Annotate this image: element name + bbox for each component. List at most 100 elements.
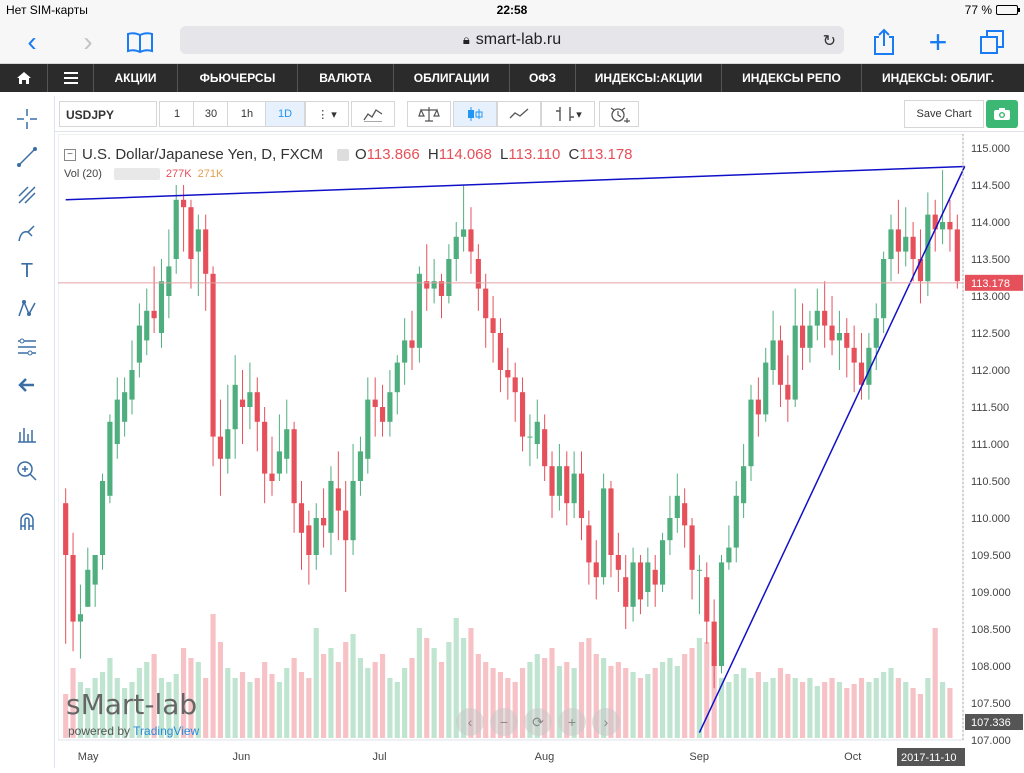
new-tab-icon[interactable]: + [928,23,948,60]
fib-tool-icon[interactable] [12,332,42,362]
address-bar[interactable]: 🔒︎ smart-lab.ru ↻ [180,26,844,54]
collapse-icon[interactable]: − [64,148,76,161]
volume-bar [483,662,489,738]
zoom-in-icon[interactable] [12,456,42,486]
brush-tool-icon[interactable] [12,218,42,248]
compare-icon[interactable] [407,101,451,127]
volume-bar [372,662,378,738]
back-arrow-icon[interactable] [12,370,42,400]
drawing-toolbar: T [0,96,55,768]
tabs-icon[interactable] [974,24,1010,60]
home-icon[interactable] [0,64,48,92]
zoom-out-icon[interactable]: − [490,708,518,736]
tradingview-link[interactable]: TradingView [133,724,200,738]
volume-bar [239,672,246,738]
battery-icon [996,5,1020,15]
interval-1h[interactable]: 1h [227,101,267,127]
candle-body [836,333,842,341]
menu-icon[interactable] [48,64,94,92]
candle-body [188,207,194,259]
candle-body [689,525,695,570]
volume-settings-icon[interactable] [113,168,160,180]
interval-more-icon[interactable]: ⋮ ▾ [305,101,349,127]
share-icon[interactable] [866,24,902,60]
candle-body [542,429,548,467]
candle-body [92,555,98,585]
candle-body [556,466,562,496]
camera-icon[interactable] [986,100,1018,128]
candle-body [770,340,776,370]
price-tick-label: 115.000 [971,143,1010,155]
candle-body [829,325,835,341]
bar-style-icon[interactable] [351,101,395,127]
magnet-icon[interactable] [12,506,42,536]
candle-body [718,562,725,666]
measure-tool-icon[interactable] [12,418,42,448]
candle-body [225,429,231,459]
interval-1d[interactable]: 1D [265,101,305,127]
volume-bar [181,648,187,738]
volume-bar [785,674,791,738]
candle-body [578,473,585,518]
nav-item-stock-indices[interactable]: ИНДЕКСЫ:АКЦИИ [576,64,722,92]
line-style-icon[interactable] [497,101,541,127]
interval-1[interactable]: 1 [159,101,195,127]
candle-body [70,555,76,622]
price-tick-label: 110.500 [971,476,1010,488]
battery-indicator: 77 % [965,3,1020,17]
volume-bar [939,682,946,738]
candle-body [785,384,791,400]
bookmarks-icon[interactable] [122,24,158,60]
volume-bar [313,628,319,738]
alert-icon[interactable] [599,101,639,127]
candle-body [335,488,341,511]
text-tool-icon[interactable]: T [20,259,34,282]
settings-icon[interactable] [336,148,349,161]
candle-body [512,377,518,393]
candle-body [608,488,614,555]
powered-by[interactable]: powered by TradingView [68,724,199,738]
volume-bar [947,688,953,738]
pattern-tool-icon[interactable] [12,294,42,324]
ios-status-bar: Нет SIM-карты 22:58 77 % [0,0,1024,20]
nav-item-currency[interactable]: ВАЛЮТА [298,64,394,92]
candle-body [284,429,290,459]
volume-value-1: 277K [165,168,192,180]
indicators-icon[interactable]: ▾ [541,101,595,127]
scroll-right-icon[interactable]: › [592,708,620,736]
chart-canvas[interactable]: 115.000 114.500 114.000 113.500 113.000 112.5… [57,133,1024,768]
candle-body [704,577,710,622]
nav-item-repo-indices[interactable]: ИНДЕКСЫ РЕПО [722,64,862,92]
candle-body [807,325,813,348]
reload-icon[interactable]: ↻ [822,33,836,50]
price-tick-label: 114.000 [971,217,1010,229]
nav-item-futures[interactable]: ФЬЮЧЕРСЫ [178,64,298,92]
crosshair-icon[interactable] [12,104,42,134]
nav-item-bonds[interactable]: ОБЛИГАЦИИ [394,64,510,92]
nav-item-bond-indices[interactable]: ИНДЕКСЫ: ОБЛИГ. [881,71,995,85]
candle-body [328,481,334,533]
interval-30[interactable]: 30 [193,101,229,127]
nav-item-ofz[interactable]: ОФЗ [510,64,576,92]
price-chart[interactable]: 115.000 114.500 114.000 113.500 113.000 112.5… [57,133,1024,768]
save-chart-button[interactable]: Save Chart [904,100,984,128]
browser-toolbar: ‹ › 🔒︎ smart-lab.ru ↻ + [0,20,1024,64]
volume-bar [659,662,666,738]
last-price-label: 113.178 [971,278,1010,290]
candles-icon[interactable] [453,101,497,127]
candle-body [527,436,533,438]
nav-item-akcii[interactable]: АКЦИИ [94,64,178,92]
forward-icon[interactable]: › [83,26,93,57]
zoom-plus-icon[interactable]: + [558,708,586,736]
back-icon[interactable]: ‹ [27,26,37,57]
scroll-left-icon[interactable]: ‹ [456,708,484,736]
pitchfork-tool-icon[interactable] [12,180,42,210]
time-tick-label: Jun [233,751,251,763]
symbol-input[interactable]: USDJPY [59,101,157,127]
volume-bar [763,682,769,738]
candle-body [505,370,511,378]
reset-icon[interactable]: ⟳ [524,708,552,736]
trendline-tool-icon[interactable] [12,142,42,172]
candle-body [674,495,680,518]
volume-bar [866,682,872,738]
